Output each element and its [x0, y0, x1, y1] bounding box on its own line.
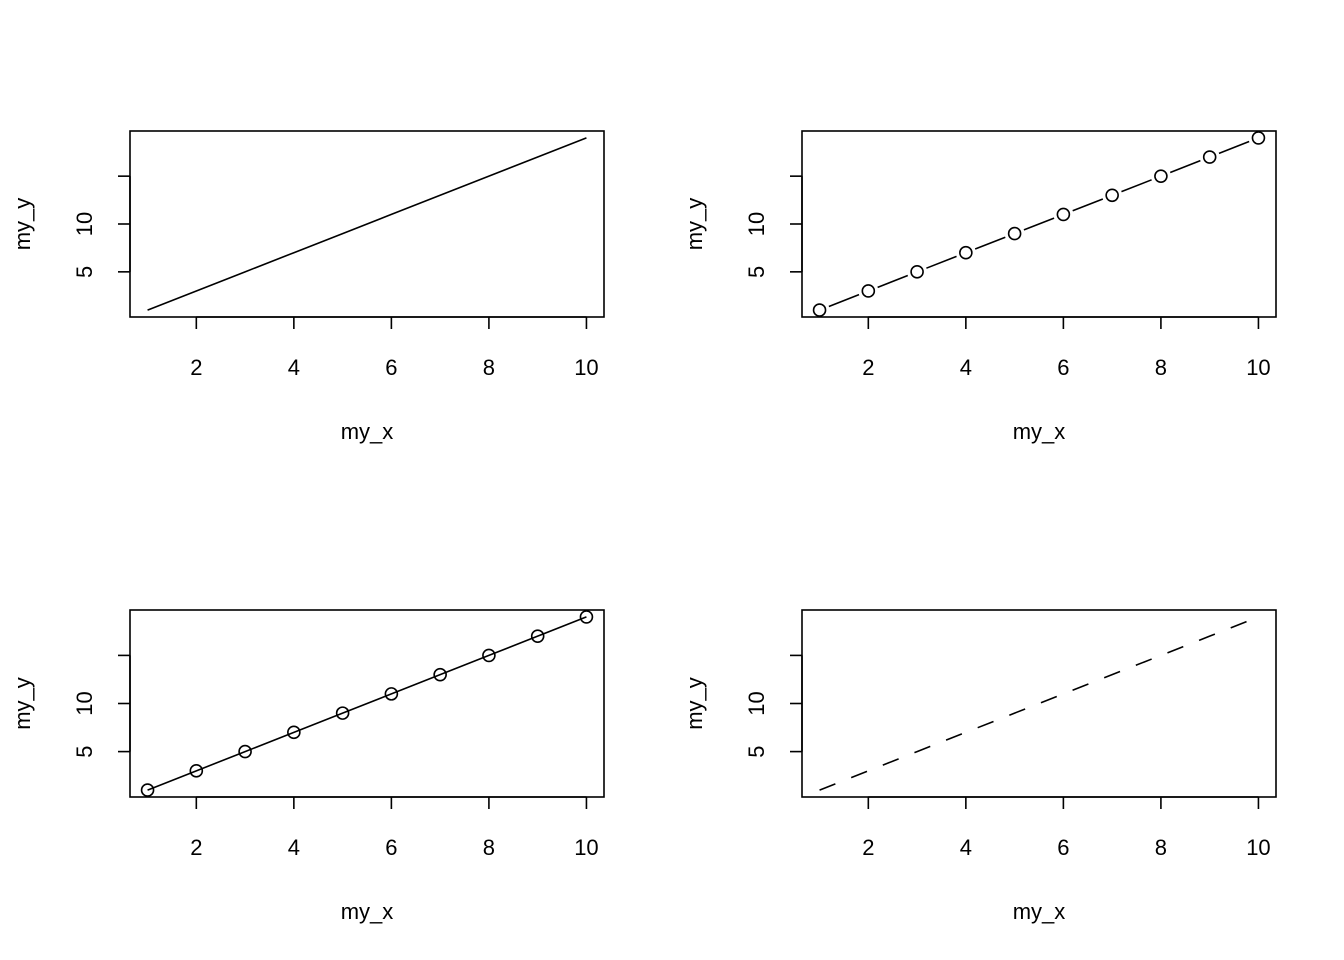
series-line	[819, 137, 1259, 311]
panel: 2 4 6 8 10 5 10 my_x my_y	[10, 609, 605, 924]
point	[579, 610, 594, 624]
x-axis-label: my_x	[341, 899, 394, 924]
x-tick-label: 4	[288, 835, 300, 860]
point	[238, 744, 252, 759]
x-tick-label: 4	[960, 355, 972, 380]
point	[910, 265, 924, 279]
series-line	[819, 616, 1259, 791]
x-tick-label: 2	[862, 355, 874, 380]
x-tick-label: 4	[288, 355, 300, 380]
x-tick-label: 4	[960, 835, 972, 860]
y-axis-label: my_y	[682, 677, 707, 730]
x-axis-label: my_x	[1013, 419, 1066, 444]
point	[959, 245, 973, 260]
y-tick-label: 5	[744, 745, 769, 757]
y-tick-label: 10	[744, 691, 769, 715]
y-tick-label: 5	[72, 266, 97, 278]
y-tick-label: 10	[744, 212, 769, 236]
x-axis-label: my_x	[341, 419, 394, 444]
series-line	[147, 616, 587, 791]
point	[189, 764, 204, 778]
x-tick-label: 8	[1155, 355, 1167, 380]
x-tick-label: 6	[1057, 355, 1069, 380]
point	[1007, 226, 1022, 241]
y-tick-label: 10	[72, 212, 97, 236]
x-tick-label: 6	[1057, 835, 1069, 860]
x-tick-label: 8	[483, 355, 495, 380]
panel: 2 4 6 8 10 5 10 my_x my_y	[10, 130, 605, 444]
y-tick-label: 5	[72, 745, 97, 757]
point	[335, 706, 350, 720]
point	[1202, 150, 1217, 164]
panel: 2 4 6 8 10 5 10 my_x my_y	[682, 609, 1277, 924]
y-axis-label: my_y	[682, 198, 707, 251]
x-tick-label: 6	[385, 355, 397, 380]
x-tick-label: 2	[190, 835, 202, 860]
point	[812, 303, 827, 317]
y-axis-label: my_y	[10, 198, 35, 251]
y-axis-label: my_y	[10, 677, 35, 730]
point	[1251, 131, 1266, 145]
x-tick-label: 2	[190, 355, 202, 380]
x-tick-label: 8	[483, 835, 495, 860]
panel: 2 4 6 8 10 5 10 my_x my_y	[682, 130, 1277, 444]
x-tick-label: 2	[862, 835, 874, 860]
y-tick-label: 10	[72, 691, 97, 715]
point	[530, 629, 545, 643]
point	[140, 783, 155, 797]
point	[287, 725, 301, 740]
x-axis-label: my_x	[1013, 899, 1066, 924]
point	[482, 648, 496, 663]
x-tick-label: 8	[1155, 835, 1167, 860]
point	[384, 687, 399, 701]
series-line	[147, 137, 587, 311]
x-tick-label: 10	[1246, 835, 1270, 860]
x-tick-label: 10	[574, 355, 598, 380]
x-tick-label: 6	[385, 835, 397, 860]
point	[1105, 188, 1119, 203]
point	[1154, 169, 1168, 183]
x-tick-label: 10	[574, 835, 598, 860]
y-tick-label: 5	[744, 266, 769, 278]
point	[433, 667, 447, 682]
point	[861, 284, 876, 298]
point	[1056, 207, 1071, 222]
x-tick-label: 10	[1246, 355, 1270, 380]
